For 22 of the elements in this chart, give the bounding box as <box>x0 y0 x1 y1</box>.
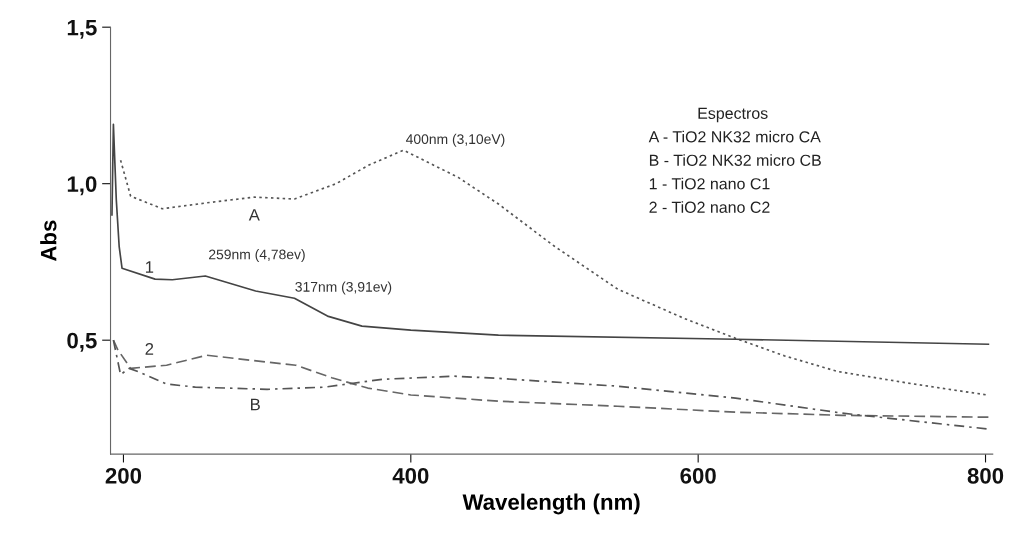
annotation: 317nm (3,91ev) <box>295 281 392 295</box>
line-series <box>119 149 988 396</box>
annotation: A - TiO2 NK32 micro CA <box>648 130 821 143</box>
x-tick-label: 600 <box>680 467 716 484</box>
annotation: B <box>251 398 260 411</box>
annotation: Espectros <box>698 107 768 123</box>
x-tick-label: 400 <box>392 467 429 484</box>
annotation: 1 <box>145 261 154 273</box>
x-tick-label: 800 <box>967 467 1004 484</box>
y-tick-label: 1,5 <box>67 19 97 39</box>
annotation: 259nm (4,78ev) <box>209 249 305 263</box>
annotation: 1 - TiO2 nano C1 <box>649 177 770 190</box>
y-tick-label: 0,5 <box>67 332 97 352</box>
y-tick-label: 1,0 <box>67 176 97 196</box>
x-axis-title: Wavelength (nm) <box>462 493 640 515</box>
annotation: A <box>248 209 260 221</box>
annotation: 2 <box>145 343 154 355</box>
y-axis-title: Abs <box>40 220 57 262</box>
annotation: B - TiO2 NK32 micro CB <box>649 154 821 166</box>
x-tick-label: 200 <box>105 467 142 484</box>
annotation: 2 - TiO2 nano C2 <box>649 201 770 213</box>
annotation: 400nm (3,10eV) <box>405 133 505 147</box>
